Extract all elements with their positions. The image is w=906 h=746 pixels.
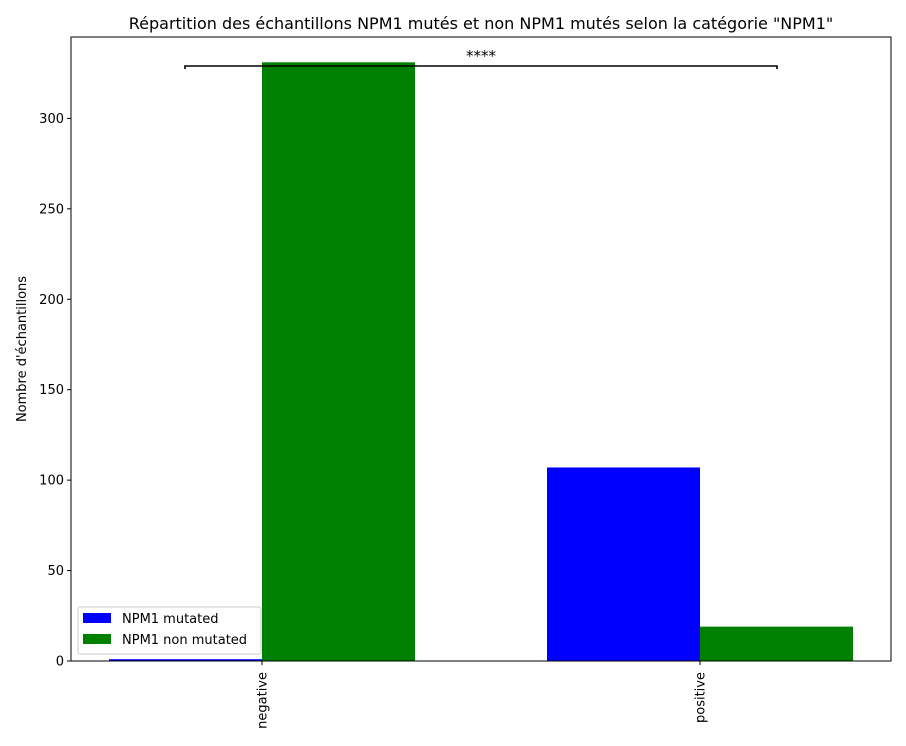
significance-bracket: **** [184,47,778,69]
y-tick-label: 150 [39,383,64,398]
legend-swatch-1 [83,634,111,644]
x-tick-label-positive: positive [694,672,709,723]
y-axis-label: Nombre d'échantillons [15,276,30,422]
bar-positive-series-0 [547,467,700,661]
y-tick-label: 200 [39,293,64,308]
bar-positive-series-1 [700,626,853,661]
y-tick-label: 300 [39,112,64,127]
legend-label-1: NPM1 non mutated [122,633,247,648]
x-tick-label-negative: negative [256,672,271,729]
legend-label-0: NPM1 mutated [122,612,219,627]
bars-layer [109,62,853,662]
chart-title: Répartition des échantillons NPM1 mutés … [129,14,834,33]
plot-frame [70,36,892,662]
y-tick-label: 100 [39,474,64,489]
bar-negative-series-0 [109,659,262,661]
legend: NPM1 mutated NPM1 non mutated [77,606,262,655]
y-axis: 0 50 100 150 200 250 300 [39,112,71,670]
x-axis: negative positive [256,661,709,729]
legend-swatch-0 [83,613,111,623]
significance-label: **** [466,47,497,65]
y-tick-label: 50 [47,564,64,579]
significance-bracket-line [184,65,778,69]
bar-negative-series-1 [262,62,415,662]
legend-box [77,606,262,655]
y-tick-label: 250 [39,202,64,217]
y-tick-label: 0 [56,655,64,670]
